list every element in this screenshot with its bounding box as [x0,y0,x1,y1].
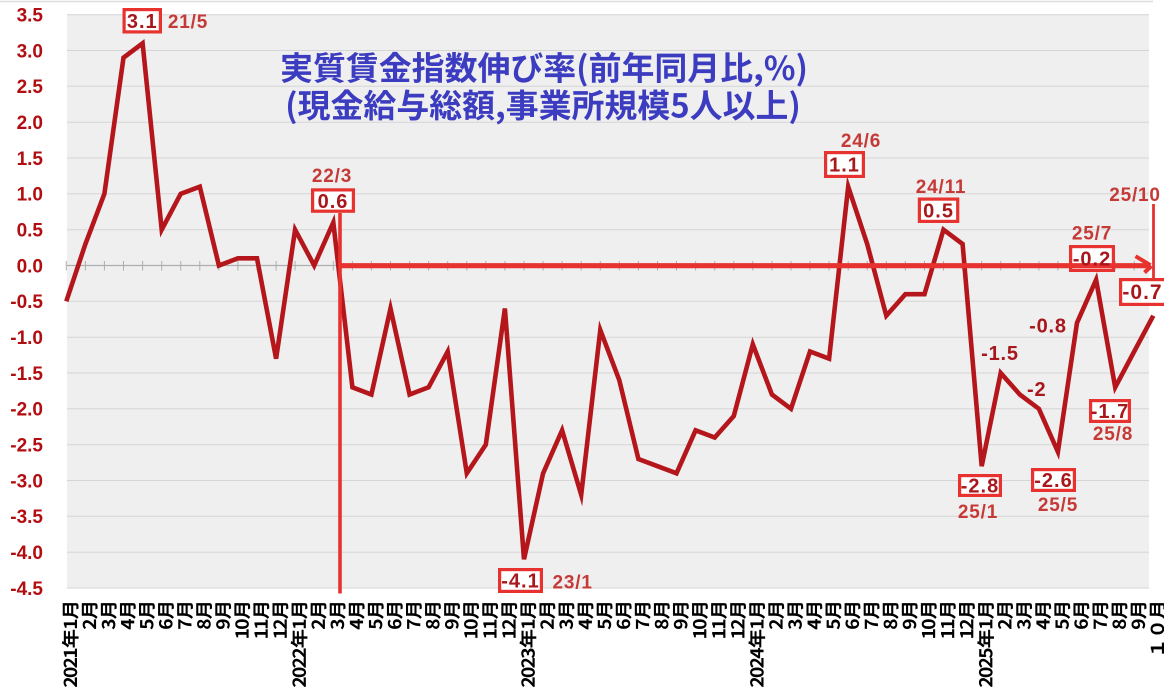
svg-text:-4.0: -4.0 [10,543,43,564]
svg-text:-0.2: -0.2 [1073,249,1111,271]
svg-text:-1.5: -1.5 [10,364,43,385]
svg-text:25/7: 25/7 [1072,223,1112,244]
svg-text:1.0: 1.0 [17,185,43,206]
svg-text:-4.1: -4.1 [501,571,539,593]
svg-text:21/5: 21/5 [168,12,208,33]
svg-text:-2.8: -2.8 [961,476,999,498]
svg-text:25/10: 25/10 [1109,185,1161,206]
svg-text:24/6: 24/6 [841,131,881,152]
svg-text:-1.5: -1.5 [981,343,1019,365]
svg-text:0.5: 0.5 [923,200,954,222]
svg-text:2.5: 2.5 [17,77,44,98]
svg-text:0.0: 0.0 [17,256,43,277]
svg-text:-2.5: -2.5 [10,435,43,456]
svg-text:-1.0: -1.0 [10,328,43,349]
svg-text:25/8: 25/8 [1093,424,1133,445]
svg-text:-3.5: -3.5 [10,507,43,528]
svg-text:23/1: 23/1 [553,572,593,593]
svg-text:3.1: 3.1 [127,11,158,33]
svg-text:25/5: 25/5 [1038,495,1078,516]
svg-text:3.0: 3.0 [17,41,43,62]
svg-text:-3.0: -3.0 [10,471,43,492]
svg-text:25/1: 25/1 [958,502,998,523]
svg-text:-2.0: -2.0 [10,400,43,421]
svg-text:1.1: 1.1 [829,155,860,177]
svg-text:-0.8: -0.8 [1029,316,1067,338]
svg-text:-4.5: -4.5 [10,579,43,600]
svg-text:2.0: 2.0 [17,113,43,134]
svg-text:0.5: 0.5 [17,220,44,241]
svg-text:22/3: 22/3 [312,166,352,187]
svg-text:3.5: 3.5 [17,5,44,26]
svg-text:-2.6: -2.6 [1034,470,1072,492]
svg-text:-1.7: -1.7 [1091,401,1129,423]
svg-text:24/11: 24/11 [916,177,967,198]
svg-text:0.6: 0.6 [318,191,349,213]
svg-text:-0.7: -0.7 [1122,281,1162,304]
svg-text:1.5: 1.5 [17,149,44,170]
svg-text:-0.5: -0.5 [10,292,43,313]
svg-text:-2: -2 [1027,379,1046,401]
